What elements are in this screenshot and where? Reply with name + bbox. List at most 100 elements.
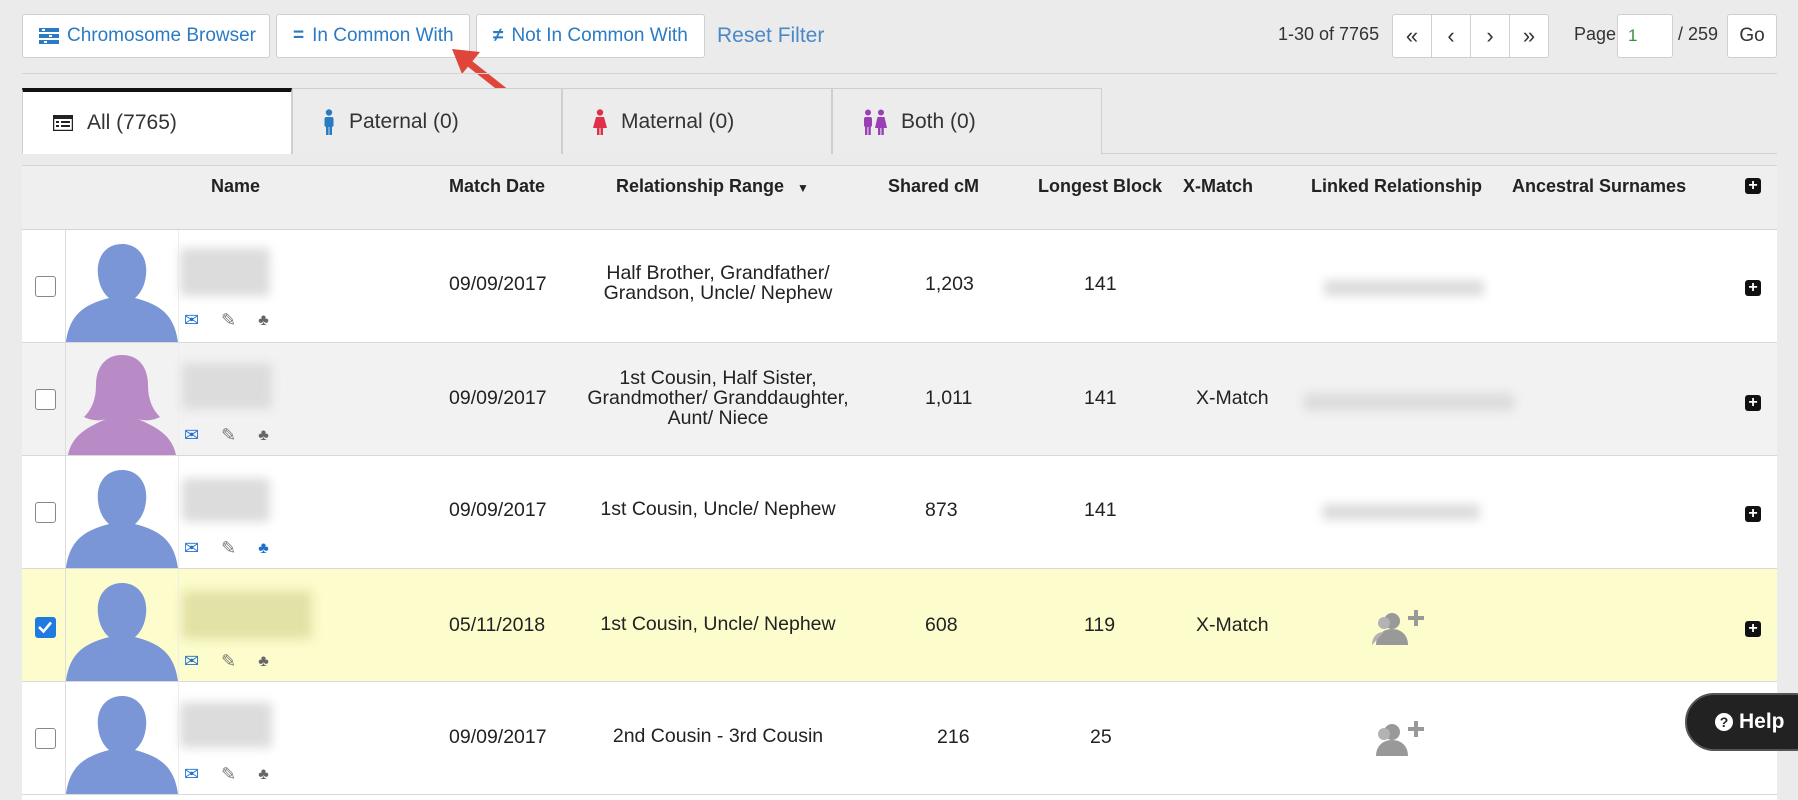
shared-cm: 216 <box>937 726 970 748</box>
longest-block: 141 <box>1084 387 1117 409</box>
row-checkbox[interactable] <box>35 728 56 749</box>
tab-both[interactable]: Both (0) <box>832 88 1102 154</box>
longest-block: 141 <box>1084 273 1117 295</box>
row-checkbox-checked[interactable] <box>35 617 56 638</box>
col-name[interactable]: Name <box>211 176 261 196</box>
relationship-range: Half Brother, Grandfather/ Grandson, Unc… <box>603 262 833 304</box>
row-checkbox[interactable] <box>35 389 56 410</box>
tree-icon[interactable]: ♣ <box>258 539 269 557</box>
relationship-range: 1st Cousin, Uncle/ Nephew <box>600 613 836 635</box>
row-checkbox[interactable] <box>35 276 56 297</box>
female-icon <box>593 108 607 135</box>
next-page-button[interactable]: › <box>1470 14 1510 58</box>
pager: « ‹ › » <box>1392 14 1549 58</box>
col-shared-cm[interactable]: Shared cM <box>888 176 980 196</box>
chromosome-browser-icon <box>39 28 59 44</box>
relationship-range: 2nd Cousin - 3rd Cousin <box>612 725 824 747</box>
checkmark-icon <box>38 621 52 634</box>
male-avatar[interactable] <box>65 682 179 794</box>
edit-note-icon[interactable]: ✎ <box>221 425 237 445</box>
relationship-range: 1st Cousin, Uncle/ Nephew <box>600 498 836 520</box>
tree-icon[interactable]: ♣ <box>258 652 269 670</box>
row-actions: ✉ ✎ ♣ <box>184 651 269 672</box>
page-label: Page <box>1574 24 1617 44</box>
message-icon[interactable]: ✉ <box>184 425 200 445</box>
table-row[interactable]: ✉ ✎ ♣ 09/09/2017 2nd Cousin - 3rd Cousin… <box>22 682 1777 795</box>
tree-icon[interactable]: ♣ <box>258 765 269 783</box>
in-common-with-label: In Common With <box>312 25 454 46</box>
table-row[interactable]: ✉ ✎ ♣ 09/09/2017 Half Brother, Grandfath… <box>22 230 1777 343</box>
shared-cm: 1,011 <box>925 387 973 409</box>
tab-both-label: Both (0) <box>901 109 976 133</box>
tab-all[interactable]: All (7765) <box>22 88 292 154</box>
tree-icon[interactable]: ♣ <box>258 311 269 329</box>
male-avatar[interactable] <box>65 569 179 681</box>
expand-row-icon[interactable]: + <box>1745 395 1761 411</box>
page-total: / 259 <box>1678 24 1719 44</box>
add-column-icon[interactable]: + <box>1745 178 1761 194</box>
match-table: Name Match Date Relationship Range ▼ Sha… <box>22 165 1777 800</box>
shared-cm: 608 <box>925 614 958 636</box>
expand-row-icon[interactable]: + <box>1745 621 1761 637</box>
reset-filter-link[interactable]: Reset Filter <box>717 24 825 47</box>
not-in-common-with-button[interactable]: ≠ Not In Common With <box>476 14 705 58</box>
tab-paternal[interactable]: Paternal (0) <box>292 88 562 154</box>
sort-down-icon: ▼ <box>797 181 809 195</box>
col-match-date[interactable]: Match Date <box>449 176 546 196</box>
table-header: Name Match Date Relationship Range ▼ Sha… <box>22 166 1777 230</box>
blurred-name <box>182 363 272 409</box>
shared-cm: 873 <box>925 499 958 521</box>
message-icon[interactable]: ✉ <box>184 764 200 784</box>
in-common-with-button[interactable]: = In Common With <box>276 14 470 58</box>
match-date: 09/09/2017 <box>449 499 547 521</box>
row-actions: ✉ ✎ ♣ <box>184 538 269 559</box>
match-date: 09/09/2017 <box>449 273 547 295</box>
tab-all-label: All (7765) <box>87 111 177 134</box>
table-row[interactable]: ✉ ✎ ♣ 09/09/2017 1st Cousin, Uncle/ Neph… <box>22 456 1777 569</box>
prev-page-button[interactable]: ‹ <box>1431 14 1471 58</box>
col-ancestral-surnames[interactable]: Ancestral Surnames <box>1512 176 1687 196</box>
equals-icon: = <box>293 25 305 46</box>
col-linked-relationship[interactable]: Linked Relationship <box>1311 176 1483 196</box>
expand-row-icon[interactable]: + <box>1745 506 1761 522</box>
page-number-input[interactable] <box>1617 14 1673 58</box>
table-row-selected[interactable]: ✉ ✎ ♣ 05/11/2018 1st Cousin, Uncle/ Neph… <box>22 569 1777 682</box>
tab-paternal-label: Paternal (0) <box>349 109 459 133</box>
expand-row-icon[interactable]: + <box>1745 280 1761 296</box>
edit-note-icon[interactable]: ✎ <box>221 651 237 671</box>
help-label: Help <box>1739 710 1785 733</box>
add-relationship-icon[interactable] <box>1370 607 1432 647</box>
edit-note-icon[interactable]: ✎ <box>221 764 237 784</box>
last-page-button[interactable]: » <box>1509 14 1549 58</box>
first-page-button[interactable]: « <box>1392 14 1432 58</box>
message-icon[interactable]: ✉ <box>184 310 200 330</box>
longest-block: 141 <box>1084 499 1117 521</box>
row-checkbox[interactable] <box>35 502 56 523</box>
go-button[interactable]: Go <box>1727 14 1777 58</box>
col-x-match[interactable]: X-Match <box>1183 176 1254 196</box>
toolbar-divider <box>22 73 1777 74</box>
chromosome-browser-button[interactable]: Chromosome Browser <box>22 14 270 58</box>
col-longest-block[interactable]: Longest Block <box>1038 176 1163 196</box>
blurred-name <box>180 248 270 296</box>
tree-icon[interactable]: ♣ <box>258 426 269 444</box>
shared-cm: 1,203 <box>925 273 974 295</box>
col-relationship-range-label: Relationship Range <box>616 176 785 196</box>
edit-note-icon[interactable]: ✎ <box>221 310 237 330</box>
linked-relationship-blurred <box>1324 280 1484 296</box>
question-icon: ? <box>1715 713 1733 731</box>
message-icon[interactable]: ✉ <box>184 538 200 558</box>
edit-note-icon[interactable]: ✎ <box>221 538 237 558</box>
list-icon <box>53 115 73 131</box>
message-icon[interactable]: ✉ <box>184 651 200 671</box>
male-avatar[interactable] <box>65 230 179 342</box>
add-relationship-icon[interactable] <box>1370 718 1432 758</box>
longest-block: 25 <box>1090 726 1112 748</box>
tab-maternal[interactable]: Maternal (0) <box>562 88 832 154</box>
match-date: 09/09/2017 <box>449 726 547 748</box>
male-avatar[interactable] <box>65 456 179 568</box>
help-button[interactable]: ? Help <box>1685 693 1798 751</box>
table-row[interactable]: ✉ ✎ ♣ 09/09/2017 1st Cousin, Half Sister… <box>22 343 1777 456</box>
col-relationship-range[interactable]: Relationship Range ▼ <box>616 176 809 197</box>
female-avatar[interactable] <box>65 343 179 455</box>
